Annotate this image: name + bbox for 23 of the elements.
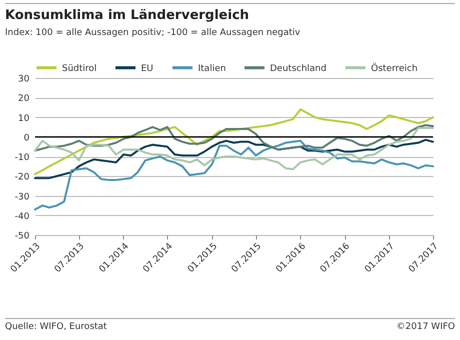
- chart-title: Konsumklima im Ländervergleich: [5, 8, 250, 23]
- chart-subtitle: Index: 100 = alle Aussagen positiv; -100 = alle Aussagen negativ: [5, 28, 302, 38]
- source-note: Quelle: WIFO, Eurostat: [5, 322, 107, 332]
- y-tick-label: -40: [14, 212, 30, 222]
- line-series: [34, 140, 434, 210]
- line-series: [34, 127, 434, 170]
- y-tick-label: -10: [14, 153, 30, 163]
- line-series: [34, 108, 434, 176]
- y-tick-label: -20: [14, 172, 30, 183]
- legend-label: Deutschland: [270, 64, 326, 74]
- y-tick-label: 10: [18, 114, 30, 124]
- y-tick-label: 0: [24, 133, 30, 144]
- y-tick-label: 30: [18, 74, 30, 84]
- legend-label: Südtirol: [62, 64, 97, 74]
- legend-label: EU: [141, 64, 154, 74]
- text: ©2017 WIFO: [396, 322, 455, 332]
- legend-label: Österreich: [371, 62, 418, 74]
- y-tick-label: 20: [18, 94, 30, 104]
- legend-label: Italien: [198, 64, 226, 74]
- line-series: [34, 138, 434, 180]
- y-tick-label: -50: [14, 232, 30, 242]
- y-tick-label: -30: [14, 192, 30, 202]
- line-series: [34, 124, 434, 152]
